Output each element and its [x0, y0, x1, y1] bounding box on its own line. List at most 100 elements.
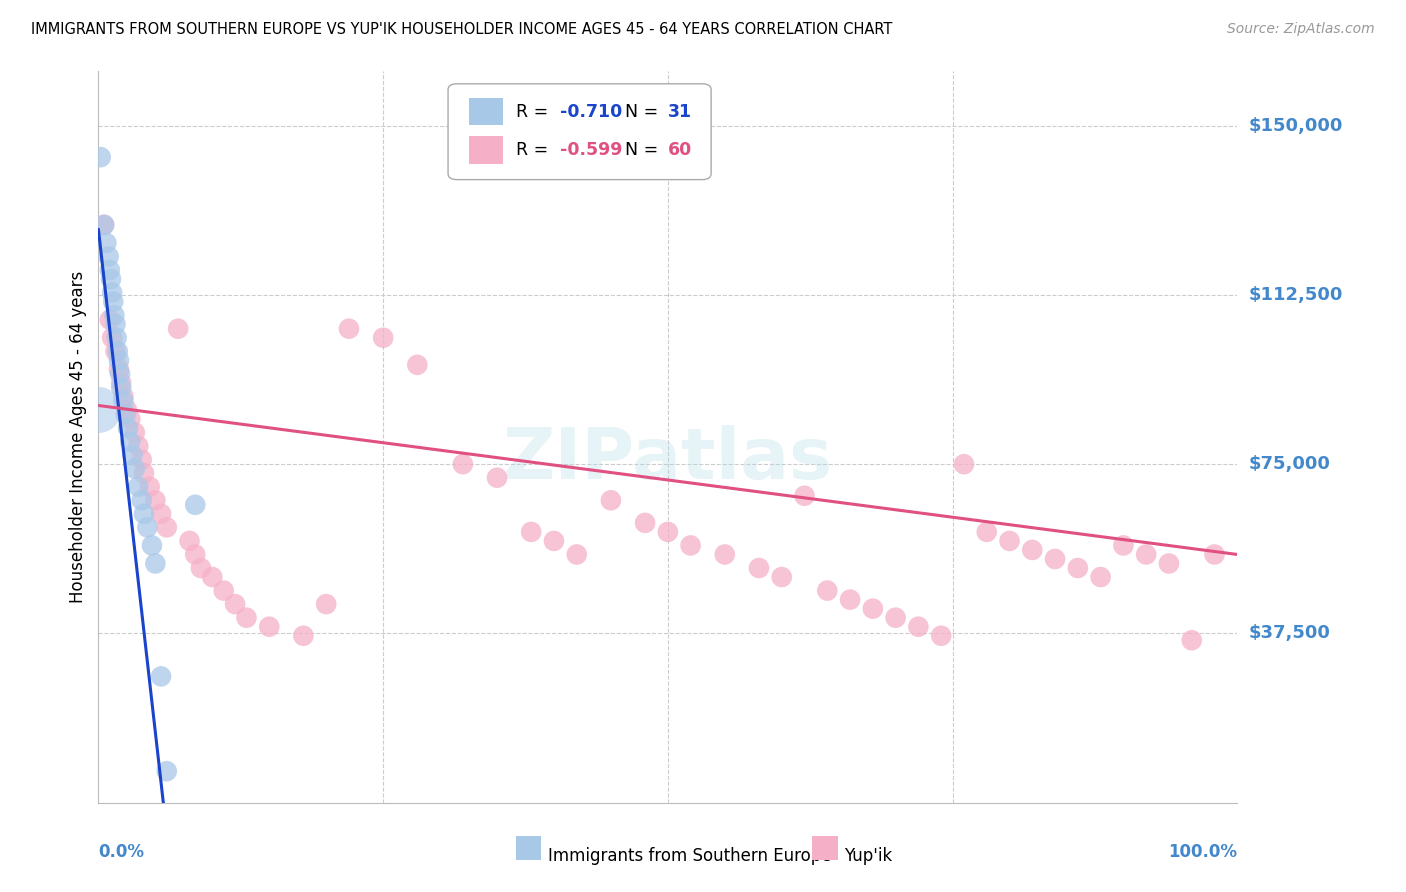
Point — [87, 403, 110, 417]
Point — [103, 294, 125, 309]
Text: N =: N = — [624, 103, 664, 120]
Point — [543, 533, 565, 548]
Text: N =: N = — [624, 141, 664, 159]
Point — [93, 218, 115, 232]
Point — [145, 493, 167, 508]
Point — [657, 524, 679, 539]
Point — [124, 461, 146, 475]
Text: R =: R = — [516, 103, 554, 120]
Text: Yup'ik: Yup'ik — [845, 847, 893, 865]
Point — [141, 538, 163, 552]
Point — [292, 629, 315, 643]
Point — [100, 272, 122, 286]
Point — [121, 448, 143, 462]
Point — [714, 548, 737, 562]
Point — [114, 408, 136, 422]
FancyBboxPatch shape — [449, 84, 711, 179]
Point — [371, 331, 394, 345]
Point — [259, 620, 281, 634]
Point — [112, 389, 135, 403]
Point — [1181, 633, 1204, 648]
Text: -0.710: -0.710 — [560, 103, 621, 120]
Point — [486, 471, 509, 485]
Point — [96, 235, 118, 250]
Point — [150, 507, 173, 521]
Text: $150,000: $150,000 — [1249, 117, 1343, 135]
Point — [212, 583, 235, 598]
Point — [98, 312, 121, 326]
Point — [1090, 570, 1112, 584]
Point — [103, 308, 125, 322]
Point — [235, 610, 257, 624]
Point — [600, 493, 623, 508]
Point — [108, 362, 131, 376]
Text: Immigrants from Southern Europe: Immigrants from Southern Europe — [548, 847, 832, 865]
Point — [110, 376, 132, 390]
Point — [634, 516, 657, 530]
Point — [93, 218, 115, 232]
Point — [136, 520, 159, 534]
Point — [112, 394, 135, 409]
Point — [565, 548, 588, 562]
Point — [1043, 552, 1066, 566]
Point — [201, 570, 224, 584]
Point — [929, 629, 952, 643]
Point — [124, 425, 146, 440]
Point — [101, 331, 124, 345]
Point — [679, 538, 702, 552]
Point — [815, 583, 838, 598]
Text: 0.0%: 0.0% — [98, 843, 145, 861]
Point — [184, 548, 207, 562]
Text: -0.599: -0.599 — [560, 141, 621, 159]
Point — [748, 561, 770, 575]
Point — [127, 439, 149, 453]
Point — [110, 380, 132, 394]
Point — [1021, 543, 1043, 558]
Text: 60: 60 — [668, 141, 692, 159]
Point — [770, 570, 793, 584]
Text: R =: R = — [516, 141, 554, 159]
Point — [131, 493, 153, 508]
Point — [101, 285, 124, 300]
Point — [127, 480, 149, 494]
Point — [224, 597, 246, 611]
Text: IMMIGRANTS FROM SOUTHERN EUROPE VS YUP'IK HOUSEHOLDER INCOME AGES 45 - 64 YEARS : IMMIGRANTS FROM SOUTHERN EUROPE VS YUP'I… — [31, 22, 893, 37]
Point — [1135, 548, 1157, 562]
Point — [184, 498, 207, 512]
Point — [953, 457, 976, 471]
Point — [976, 524, 998, 539]
Point — [145, 557, 167, 571]
Point — [793, 489, 815, 503]
Point — [520, 524, 543, 539]
Point — [107, 344, 129, 359]
Point — [98, 263, 121, 277]
Point — [104, 344, 127, 359]
Text: 100.0%: 100.0% — [1168, 843, 1237, 861]
Point — [132, 507, 155, 521]
Point — [190, 561, 212, 575]
Bar — [516, 836, 541, 860]
Point — [131, 452, 153, 467]
Point — [406, 358, 429, 372]
Text: 31: 31 — [668, 103, 692, 120]
Point — [1112, 538, 1135, 552]
Bar — [813, 836, 838, 860]
Point — [117, 421, 139, 435]
Y-axis label: Householder Income Ages 45 - 64 years: Householder Income Ages 45 - 64 years — [69, 271, 87, 603]
Text: ZIPatlas: ZIPatlas — [503, 425, 832, 493]
Point — [1067, 561, 1090, 575]
Point — [97, 250, 120, 264]
Bar — [468, 98, 503, 126]
Point — [108, 353, 131, 368]
Text: Source: ZipAtlas.com: Source: ZipAtlas.com — [1227, 22, 1375, 37]
Point — [451, 457, 474, 471]
Point — [104, 317, 127, 331]
Point — [179, 533, 201, 548]
Point — [138, 480, 160, 494]
Point — [884, 610, 907, 624]
Point — [108, 367, 131, 381]
Point — [90, 150, 112, 164]
Text: $112,500: $112,500 — [1249, 285, 1343, 304]
Point — [115, 403, 138, 417]
Point — [1204, 548, 1226, 562]
